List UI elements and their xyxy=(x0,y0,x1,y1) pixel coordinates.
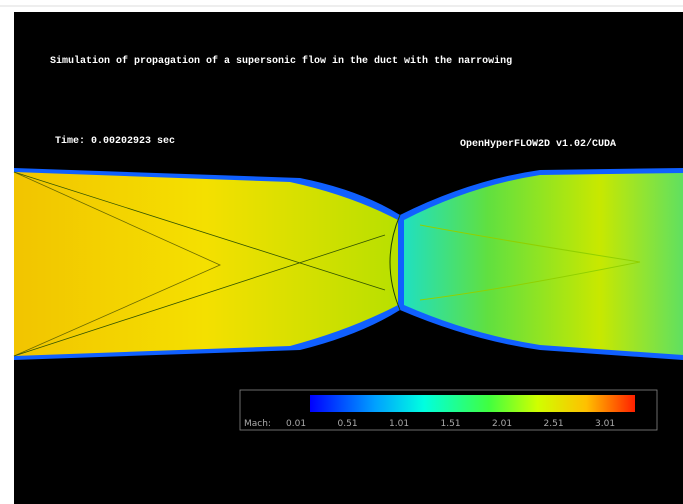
colorbar-tick-label: 3.01 xyxy=(595,419,615,429)
colorbar-tick-label: 2.51 xyxy=(544,419,564,429)
colorbar-tick-label: 1.51 xyxy=(441,419,461,429)
colorbar-tick-label: 1.01 xyxy=(389,419,409,429)
colorbar-gradient xyxy=(310,395,635,412)
colorbar-tick-label: 0.01 xyxy=(286,419,306,429)
version-label: OpenHyperFLOW2D v1.02/CUDA xyxy=(460,138,616,150)
colorbar-tick-label: 2.01 xyxy=(492,419,512,429)
time-label: Time: 0.00202923 sec xyxy=(55,135,175,147)
colorbar-tick-label: 0.51 xyxy=(338,419,358,429)
upstream-region xyxy=(14,172,398,356)
screenshot: Simulation of propagation of a supersoni… xyxy=(0,0,683,504)
colorbar-label: Mach: xyxy=(244,419,271,429)
flow-field xyxy=(14,168,683,360)
title: Simulation of propagation of a supersoni… xyxy=(50,55,512,67)
